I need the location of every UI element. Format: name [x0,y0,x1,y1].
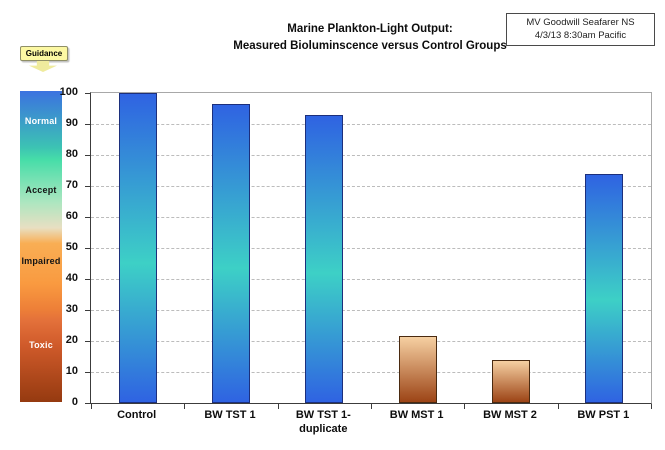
vessel-name: MV Goodwill Seafarer NS [526,17,635,28]
x-axis-tick-3 [371,404,372,409]
scale-zone-label-toxic: Toxic [29,340,53,350]
gridline-80 [91,155,651,156]
x-axis-label-control: Control [90,409,183,423]
scale-zone-label-accept: Accept [25,185,57,195]
guidance-down-arrow-icon [29,61,57,72]
y-axis-label-20: 20 [65,334,78,346]
x-axis-label-bw-pst-1: BW PST 1 [557,409,650,423]
y-axis-label-0: 0 [71,396,78,408]
x-axis-tick-0 [91,404,92,409]
scale-zone-label-normal: Normal [24,116,58,126]
y-axis-label-50: 50 [65,241,78,253]
gridline-70 [91,186,651,187]
x-axis-label-line: duplicate [299,422,348,435]
y-axis-tick-10 [85,372,90,373]
gridline-60 [91,217,651,218]
x-axis-tick-1 [184,404,185,409]
x-axis-label-line: BW PST 1 [577,409,630,421]
y-axis-labels: 0 10 20 30 40 50 60 70 80 90 100 [38,86,82,408]
y-axis-label-90: 90 [65,117,78,129]
x-axis-tick-6 [651,404,652,409]
bar-control [118,93,157,403]
y-axis-label-60: 60 [65,210,78,222]
chart-title-line2: Measured Bioluminscence versus Control G… [233,40,507,53]
y-axis-tick-40 [85,279,90,280]
y-axis-tick-60 [85,217,90,218]
y-axis-tick-50 [85,248,90,249]
y-axis-tick-30 [85,310,90,311]
bar-bw-mst-2 [492,360,530,403]
x-axis-label-line: BW TST 1- [295,409,351,421]
guidance-color-scale: Normal Accept Impaired Toxic [20,91,62,402]
y-axis-tick-20 [85,341,90,342]
chart-title-line1: Marine Plankton-Light Output: [287,23,453,35]
y-axis-label-10: 10 [65,365,78,377]
x-axis-tick-4 [464,404,465,409]
x-axis-label-bw-mst-1: BW MST 1 [370,409,463,423]
bar-bw-pst-1 [585,174,624,403]
y-axis-tick-90 [85,124,90,125]
y-axis-label-40: 40 [65,272,78,284]
guidance-button[interactable]: Guidance [20,46,68,61]
x-axis-label-line: BW MST 1 [389,409,444,421]
x-axis-tick-5 [558,404,559,409]
gridline-90 [91,124,651,125]
y-axis-tick-0 [85,403,90,404]
plot-area [85,92,652,409]
x-axis-label-bw-tst-1: BW TST 1 [183,409,276,423]
chart-title: Marine Plankton-Light Output: Measured B… [90,21,650,56]
x-axis-label-bw-mst-2: BW MST 2 [463,409,556,423]
gridline-20 [91,341,651,342]
y-axis-label-100: 100 [59,86,78,98]
y-axis-tick-100 [85,93,90,94]
y-axis-label-70: 70 [65,179,78,191]
bar-bw-mst-1 [398,336,437,403]
bar-bw-tst-1 [212,104,250,403]
y-axis-tick-80 [85,155,90,156]
x-axis-label-line: Control [117,409,157,421]
x-axis-label-bw-tst-1-duplicate: BW TST 1- duplicate [277,409,370,437]
x-axis-tick-2 [278,404,279,409]
x-axis-label-line: BW TST 1 [204,409,256,421]
y-axis-tick-70 [85,186,90,187]
scale-zone-label-impaired: Impaired [21,256,61,266]
gridline-10 [91,372,651,373]
bar-bw-tst-1-duplicate [305,115,344,403]
gridline-40 [91,279,651,280]
x-axis-labels: Control BW TST 1 BW TST 1- duplicate BW MST … [90,409,650,441]
y-axis-label-30: 30 [65,303,78,315]
y-axis-label-80: 80 [65,148,78,160]
vessel-info-box: MV Goodwill Seafarer NS 4/3/13 8:30am Pa… [506,13,655,46]
report-timestamp: 4/3/13 8:30am Pacific [534,30,627,42]
x-axis-label-line: BW MST 2 [483,409,537,421]
gridline-30 [91,310,651,311]
gridline-50 [91,248,651,249]
